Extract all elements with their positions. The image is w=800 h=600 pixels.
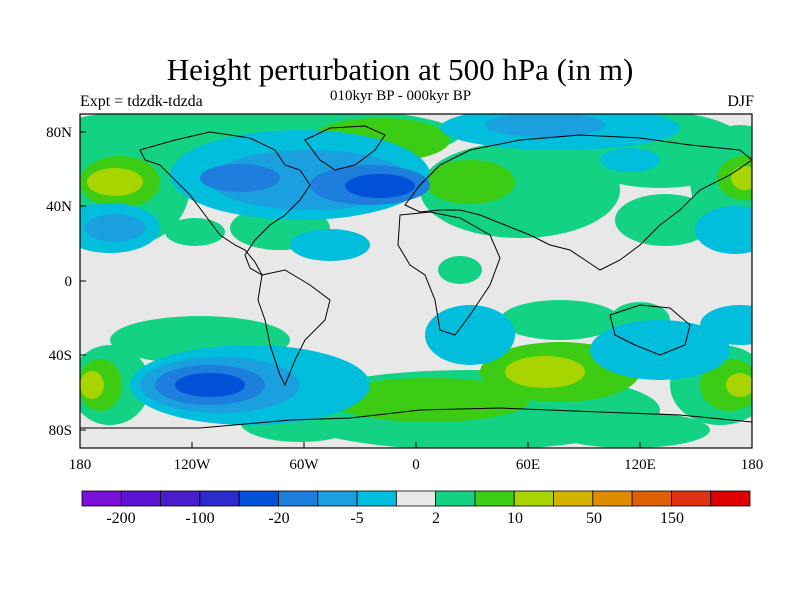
colorbar-label: 50: [586, 510, 602, 527]
season-label: DJF: [727, 93, 754, 110]
colorbar-label: 150: [660, 510, 684, 527]
y-axis-ticks: [80, 131, 86, 431]
colorbar-box: [81, 490, 122, 507]
colorbar-box: [435, 490, 476, 507]
x-tick-label: 60W: [289, 457, 319, 473]
x-tick-label: 180: [741, 457, 764, 473]
colorbar-box: [513, 490, 554, 507]
colorbar-box: [631, 490, 672, 507]
experiment-label: Expt = tdzdk-tdzda: [80, 93, 203, 110]
colorbar-box: [278, 490, 319, 507]
colorbar: [81, 490, 751, 507]
x-tick-label: 60E: [516, 457, 540, 473]
x-axis-ticks: [79, 442, 753, 448]
coastlines: [80, 125, 752, 429]
x-tick-label: 0: [412, 457, 420, 473]
colorbar-box: [710, 490, 751, 507]
y-tick-label: 0: [65, 274, 73, 290]
colorbar-box: [199, 490, 240, 507]
colorbar-label: 2: [432, 510, 440, 527]
colorbar-labels: -200 -100 -20 -5 2 10 50 150: [106, 510, 684, 527]
colorbar-box: [474, 490, 515, 507]
colorbar-label: -20: [268, 510, 289, 527]
y-tick-label: 80S: [49, 423, 72, 439]
colorbar-label: 10: [507, 510, 523, 527]
contour-field: [80, 114, 752, 448]
x-tick-label: 180: [69, 457, 92, 473]
colorbar-box: [553, 490, 594, 507]
colorbar-label: -200: [106, 510, 135, 527]
colorbar-box: [120, 490, 161, 507]
colorbar-label: -100: [185, 510, 214, 527]
y-tick-label: 40S: [49, 348, 72, 364]
colorbar-box: [395, 490, 437, 507]
x-tick-label: 120W: [174, 457, 212, 473]
colorbar-box: [592, 490, 633, 507]
colorbar-box: [671, 490, 712, 507]
colorbar-label: -5: [350, 510, 363, 527]
colorbar-box: [160, 490, 201, 507]
plot-subtitle: 010kyr BP - 000kyr BP: [330, 88, 472, 104]
y-tick-label: 80N: [46, 125, 72, 141]
colorbar-box: [317, 490, 358, 507]
y-axis-labels: 80N 40N 0 40S 80S: [46, 125, 72, 439]
x-tick-label: 120E: [624, 457, 656, 473]
colorbar-box: [238, 490, 279, 507]
y-tick-label: 40N: [46, 199, 72, 215]
colorbar-box: [356, 490, 397, 507]
x-axis-labels: 180 120W 60W 0 60E 120E 180: [69, 457, 764, 473]
plot-title: Height perturbation at 500 hPa (in m): [166, 52, 634, 87]
